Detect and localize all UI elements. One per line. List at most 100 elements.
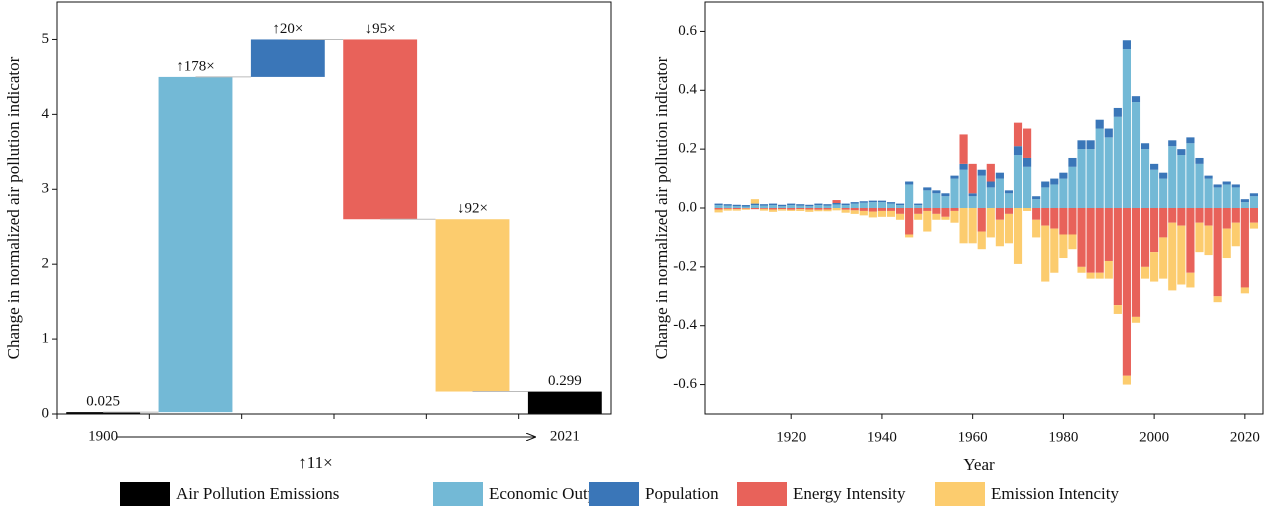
legend-swatch	[120, 482, 170, 506]
bar-segment	[868, 200, 877, 203]
bar-segment	[1159, 237, 1168, 279]
bar-segment	[1195, 157, 1204, 164]
bar-segment	[1086, 208, 1095, 273]
bar	[435, 219, 510, 392]
bar-segment	[959, 169, 968, 208]
bar-segment	[859, 201, 868, 203]
bar-segment	[1222, 228, 1231, 259]
bar-segment	[1177, 225, 1186, 285]
bar-segment	[995, 172, 1004, 179]
bar-segment	[1095, 208, 1104, 273]
bar-segment	[768, 205, 778, 208]
y-tick-label: 0.4	[678, 82, 697, 98]
bar-segment	[1168, 140, 1177, 147]
bar	[527, 391, 602, 414]
bar-segment	[1186, 272, 1195, 288]
bar-segment	[995, 219, 1004, 247]
bar-segment	[977, 169, 986, 176]
bar-segment	[1059, 208, 1068, 235]
bar-segment	[714, 209, 723, 213]
bar-segment	[732, 204, 741, 207]
bar-segment	[1050, 184, 1059, 208]
legend-label: Population	[645, 484, 719, 503]
bar-segment	[732, 208, 741, 210]
bar-segment	[832, 208, 841, 211]
bar-segment	[1095, 272, 1104, 279]
bar-segment	[787, 203, 796, 206]
bar-segment	[1186, 208, 1195, 273]
bar-segment	[932, 208, 941, 214]
bar-segment	[977, 231, 986, 250]
bar-segment	[814, 208, 823, 210]
bar-segment	[1150, 252, 1159, 282]
bar-segment	[814, 203, 823, 206]
bar-segment	[923, 208, 932, 211]
bar-segment	[1068, 157, 1077, 167]
legend-label: Air Pollution Emissions	[176, 484, 339, 503]
bar-segment	[1068, 234, 1077, 250]
bar-segment	[1249, 193, 1259, 197]
bar-segment	[923, 187, 932, 191]
bar-segment	[1213, 208, 1222, 297]
legend-swatch	[935, 482, 985, 506]
bar-segment	[1122, 40, 1131, 50]
bar-segment	[886, 202, 896, 204]
bar-segment	[1131, 102, 1141, 208]
x-tick-label: 1980	[1048, 429, 1078, 445]
bar-segment	[741, 205, 750, 207]
bar-segment	[1195, 208, 1204, 223]
bar-segment	[723, 208, 732, 209]
bar-label: ↑178×	[176, 58, 214, 74]
legend-swatch	[589, 482, 639, 506]
bar-segment	[850, 203, 859, 208]
bar-segment	[1213, 187, 1222, 208]
bar-segment	[959, 208, 968, 244]
bar-segment	[796, 205, 805, 208]
bar-segment	[859, 208, 868, 211]
bar-segment	[1231, 187, 1240, 208]
bar-segment	[1249, 196, 1259, 208]
bar-segment	[868, 202, 877, 208]
bar-segment	[1131, 96, 1141, 103]
bar-segment	[995, 178, 1004, 208]
y-tick-label: 1	[42, 331, 50, 347]
bar-segment	[950, 175, 959, 179]
bar-segment	[778, 208, 787, 210]
bar-segment	[1086, 140, 1095, 150]
bar-segment	[1240, 199, 1249, 203]
bar-segment	[723, 204, 732, 206]
bar-segment	[932, 213, 941, 220]
bar-segment	[841, 203, 850, 206]
bar-segment	[923, 210, 932, 232]
y-axis-label: Change in normalized air pollution indic…	[652, 56, 671, 359]
bar-segment	[1177, 155, 1186, 208]
x-tick-label: 1900	[88, 428, 118, 444]
bar-segment	[778, 209, 787, 211]
bar-segment	[741, 208, 750, 210]
bar-segment	[941, 196, 950, 208]
bar-segment	[968, 193, 977, 197]
bar-segment	[750, 199, 759, 204]
bar-segment	[823, 205, 832, 208]
y-tick-label: -0.2	[673, 258, 697, 274]
legend-swatch	[433, 482, 483, 506]
bar-segment	[759, 205, 769, 208]
bar-segment	[832, 204, 841, 208]
bar-segment	[805, 206, 814, 208]
bar-segment	[1222, 184, 1231, 208]
bar-segment	[1204, 178, 1213, 208]
bar-segment	[986, 181, 995, 188]
bar-segment	[1004, 190, 1014, 194]
bar-segment	[968, 163, 977, 194]
bar-segment	[1032, 208, 1041, 220]
bar-segment	[968, 196, 977, 208]
bar-segment	[1177, 149, 1186, 156]
x-tick-label: 2021	[550, 428, 580, 444]
y-tick-label: 0.6	[678, 23, 697, 39]
x-tick-label: 2020	[1230, 429, 1260, 445]
bar-segment	[768, 209, 778, 212]
bar-segment	[886, 208, 896, 211]
bar-segment	[1159, 208, 1168, 238]
bar-segment	[1140, 266, 1150, 279]
bar-segment	[1213, 296, 1222, 303]
